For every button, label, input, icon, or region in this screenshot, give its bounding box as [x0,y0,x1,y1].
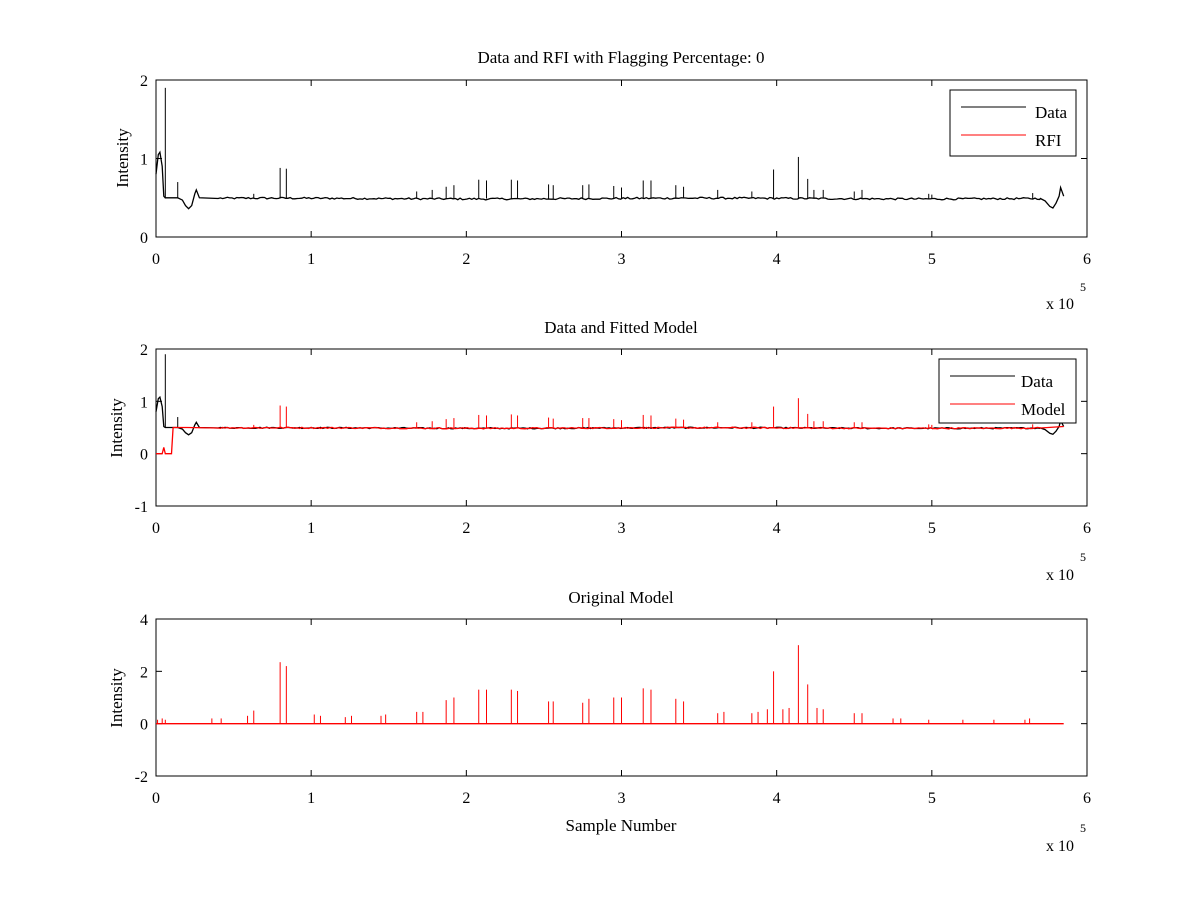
y-tick-label: 1 [140,394,148,411]
legend-label-data-1: Data [1035,103,1068,122]
x-tick-label: 4 [773,790,781,807]
y-axis-label-2: Intensity [107,398,126,458]
axis-ticks-1: 0 1 2 3 4 5 6 0 1 2 [140,73,1091,268]
plot-area-1 [155,79,1088,238]
x-tick-label: 5 [928,251,936,268]
y-tick-label: -2 [135,769,148,786]
x-axis-label-3: Sample Number [566,816,677,835]
x-tick-label: 2 [462,790,470,807]
plot-lines-3 [156,645,1064,725]
y-axis-label-1: Intensity [113,128,132,188]
x-multiplier-3: x 10 [1046,838,1074,855]
y-tick-label: 2 [140,342,148,359]
x-tick-label: 5 [928,790,936,807]
x-multiplier-2: x 10 [1046,567,1074,584]
y-tick-label: 0 [140,447,148,464]
x-tick-label: 5 [928,520,936,537]
legend-2: Data Model [938,358,1077,424]
chart-title-1: Data and RFI with Flagging Percentage: 0 [477,48,764,67]
chart-title-2: Data and Fitted Model [544,318,698,337]
x-tick-label: 4 [773,520,781,537]
legend-label-model-2: Model [1021,400,1066,419]
y-tick-label: 0 [140,230,148,247]
chart-title-3: Original Model [568,588,674,607]
x-tick-label: 3 [618,520,626,537]
y-tick-label: -1 [135,499,148,516]
y-tick-label: 4 [140,612,148,629]
x-multiplier-exponent-1: 5 [1080,280,1086,294]
legend-box-2 [938,358,1077,424]
x-tick-label: 2 [462,520,470,537]
x-multiplier-1: x 10 [1046,296,1074,313]
legend-box-1 [949,89,1077,157]
plot-lines-1 [155,87,1065,210]
y-tick-label: 1 [140,152,148,169]
legend-label-rfi-1: RFI [1035,131,1062,150]
x-tick-label: 3 [618,251,626,268]
chart-panel-2: Data and Fitted Model Intensity 0 1 2 3 4 5 6 -… [107,318,1091,584]
x-tick-label: 6 [1083,520,1091,537]
x-tick-label: 4 [773,251,781,268]
x-tick-label: 6 [1083,790,1091,807]
x-multiplier-exponent-3: 5 [1080,821,1086,835]
x-tick-label: 0 [152,251,160,268]
legend-label-data-2: Data [1021,372,1054,391]
legend-1: Data RFI [949,89,1077,157]
y-tick-label: 2 [140,73,148,90]
x-multiplier-exponent-2: 5 [1080,550,1086,564]
plot-lines-2 [155,354,1065,455]
chart-panel-1: Data and RFI with Flagging Percentage: 0… [113,48,1091,313]
series-line-model [156,425,1064,455]
y-tick-label: 2 [140,664,148,681]
x-tick-label: 1 [307,520,315,537]
x-tick-label: 2 [462,251,470,268]
x-tick-label: 6 [1083,251,1091,268]
x-tick-label: 0 [152,520,160,537]
x-tick-label: 1 [307,790,315,807]
x-tick-label: 1 [307,251,315,268]
y-axis-label-3: Intensity [107,668,126,728]
x-tick-label: 3 [618,790,626,807]
x-tick-label: 0 [152,790,160,807]
y-tick-label: 0 [140,717,148,734]
